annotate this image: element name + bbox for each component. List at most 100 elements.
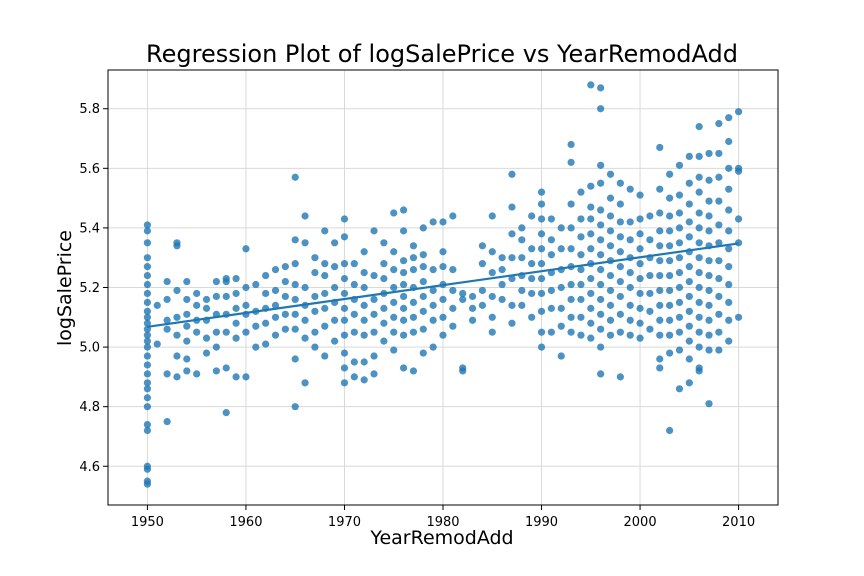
data-point: [143, 263, 152, 271]
data-point: [547, 236, 555, 244]
data-point: [606, 271, 615, 280]
data-point: [656, 209, 664, 217]
data-point: [262, 319, 270, 327]
data-point: [577, 295, 585, 304]
data-point: [301, 239, 309, 247]
data-point: [528, 313, 536, 321]
data-point: [380, 319, 388, 327]
data-point: [311, 254, 319, 262]
data-point: [360, 248, 368, 256]
data-point: [163, 277, 171, 286]
data-point: [725, 280, 733, 289]
data-point: [577, 188, 585, 196]
data-point: [547, 215, 555, 223]
scatter-points: [143, 81, 743, 488]
data-point: [725, 164, 733, 172]
data-point: [666, 170, 674, 178]
data-point: [646, 271, 654, 280]
data-point: [725, 185, 733, 193]
data-point: [340, 364, 349, 372]
data-point: [567, 200, 575, 208]
data-point: [715, 346, 723, 354]
data-point: [715, 173, 723, 181]
data-point: [449, 266, 457, 274]
data-point: [557, 245, 565, 253]
data-point: [685, 307, 693, 315]
data-point: [222, 364, 230, 372]
data-point: [666, 349, 674, 357]
data-point: [666, 194, 674, 202]
data-point: [350, 260, 358, 268]
x-tick-label: 1980: [426, 515, 459, 530]
data-point: [567, 295, 575, 304]
data-point: [262, 271, 270, 280]
data-point: [508, 319, 516, 327]
data-point: [725, 298, 733, 306]
data-point: [518, 236, 526, 244]
data-point: [537, 274, 546, 283]
data-point: [695, 328, 703, 336]
data-point: [449, 212, 457, 220]
data-point: [567, 245, 575, 253]
data-point: [222, 409, 230, 417]
data-point: [459, 364, 467, 372]
data-point: [715, 274, 723, 283]
data-point: [567, 313, 575, 321]
data-point: [478, 286, 487, 295]
data-point: [587, 215, 595, 223]
data-point: [409, 367, 418, 375]
data-point: [488, 212, 496, 220]
data-point: [715, 149, 723, 158]
data-point: [636, 274, 644, 283]
data-point: [715, 221, 723, 229]
data-point: [715, 197, 723, 205]
data-point: [360, 301, 368, 309]
data-point: [193, 289, 201, 298]
data-point: [439, 295, 447, 304]
data-point: [183, 277, 191, 286]
data-point: [488, 313, 496, 321]
data-point: [143, 462, 152, 470]
y-tick-label: 4.6: [79, 460, 100, 475]
data-point: [311, 292, 319, 301]
data-point: [725, 114, 733, 122]
data-point: [734, 313, 743, 321]
data-point: [666, 242, 674, 250]
data-point: [695, 123, 703, 131]
data-point: [143, 370, 152, 378]
data-point: [291, 236, 299, 244]
data-point: [695, 254, 703, 262]
data-point: [390, 346, 398, 354]
data-point: [143, 319, 152, 327]
data-point: [478, 301, 487, 309]
data-point: [321, 289, 329, 298]
data-point: [222, 274, 230, 283]
data-point: [567, 158, 575, 166]
data-point: [626, 185, 634, 193]
data-point: [685, 233, 693, 241]
data-point: [321, 304, 329, 312]
data-point: [705, 400, 713, 408]
data-point: [183, 337, 191, 345]
data-point: [143, 337, 152, 345]
data-point: [666, 316, 674, 324]
data-point: [616, 218, 624, 226]
data-point: [321, 352, 329, 360]
data-point: [291, 280, 299, 289]
data-point: [390, 283, 398, 292]
data-point: [675, 328, 684, 336]
data-point: [656, 143, 664, 152]
data-point: [409, 298, 418, 306]
data-point: [143, 254, 152, 262]
data-point: [675, 161, 684, 169]
data-point: [163, 316, 171, 324]
data-point: [597, 370, 605, 378]
data-point: [528, 245, 536, 253]
data-point: [656, 271, 664, 280]
data-point: [262, 340, 270, 348]
data-point: [537, 200, 546, 208]
data-point: [281, 263, 289, 271]
data-point: [360, 331, 368, 339]
data-point: [331, 263, 339, 271]
data-point: [528, 260, 536, 268]
